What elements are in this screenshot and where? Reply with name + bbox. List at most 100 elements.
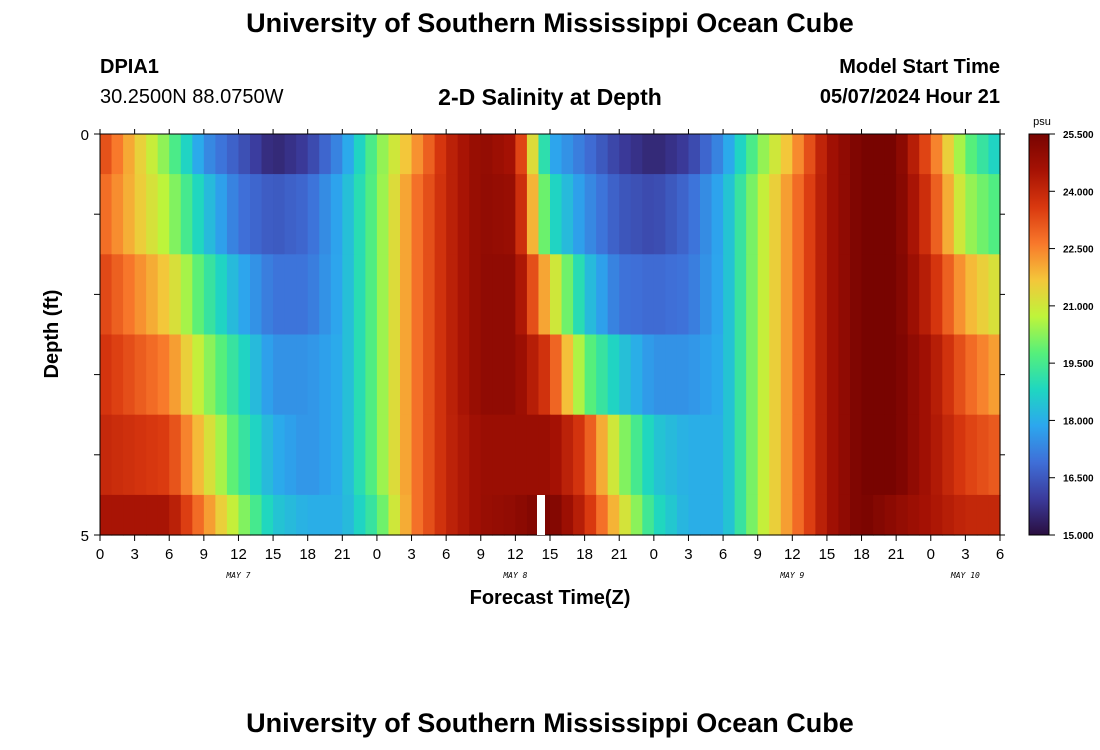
heatmap-cell [526,494,540,536]
heatmap-cell [596,414,609,496]
heatmap-cell [907,174,920,255]
heatmap-cell [884,254,897,336]
x-tick-label: 21 [888,546,905,563]
heatmap-cell [503,334,516,416]
heatmap-cell [965,174,978,255]
heatmap-cell [457,334,470,416]
heatmap-cell [630,414,643,496]
heatmap-cell [342,174,355,255]
heatmap-cell [515,334,528,416]
heatmap-cell [203,254,216,336]
heatmap-cell [526,254,540,336]
heatmap-cell [884,334,897,416]
y-axis-ticks: 05 [81,127,1005,545]
heatmap-cell [226,414,240,496]
heatmap-cell [146,134,159,175]
x-tick-label: 0 [373,546,381,563]
heatmap-cell [261,414,274,496]
heatmap-cell [434,494,447,536]
heatmap-cell [792,494,805,536]
heatmap-cell [688,134,701,175]
heatmap-cell [757,334,770,416]
heatmap-cell [896,174,909,255]
heatmap-cell [838,174,851,255]
y-axis-label: Depth (ft) [41,290,63,379]
heatmap-cell [723,334,736,416]
colorbar-tick-label: 22.500 [1063,245,1094,256]
heatmap-cell [100,334,113,416]
heatmap-cell [584,494,597,536]
heatmap-cell [630,254,643,336]
x-tick-label: 12 [230,546,247,563]
heatmap-cell [123,334,136,416]
heatmap-cell [180,254,193,336]
heatmap-cell [469,174,482,255]
heatmap-cell [469,254,482,336]
heatmap-cell [676,334,690,416]
heatmap-cell [561,174,574,255]
heatmap-cell [803,174,816,255]
heatmap-cell [457,414,470,496]
heatmap-cell [619,334,632,416]
heatmap-cell [711,414,724,496]
heatmap-cell [434,334,447,416]
model-start-value: 05/07/2024 Hour 21 [819,86,1000,108]
heatmap-cell [388,174,401,255]
heatmap-cell [861,334,874,416]
heatmap-cell [157,254,170,336]
heatmap-cell [226,134,240,175]
heatmap-cell [261,174,274,255]
heatmap-cell [746,254,759,336]
heatmap-cell [434,254,447,336]
heatmap-cell [826,174,840,255]
heatmap-cell [400,494,413,536]
heatmap-cell [561,254,574,336]
heatmap-cell [596,174,609,255]
heatmap-cell [515,494,528,536]
heatmap-cell [988,334,1001,416]
heatmap-cell [457,494,470,536]
heatmap-cell [873,334,886,416]
salinity-heatmap-chart: 0 3 6 9 12 15 18 21 0 3 6 9 12 15 18 21 0 3 6 9 12 15 18 21 0 3 6 M… [41,116,1094,609]
heatmap-cell [515,134,528,175]
heatmap-cell [192,414,205,496]
heatmap-cell [192,494,205,536]
x-tick-label: 15 [819,546,836,563]
heatmap-cell [676,174,690,255]
x-tick-label: 0 [927,546,935,563]
heatmap-cell [100,494,113,536]
heatmap-cell [503,494,516,536]
day-label: MAY 9 [779,571,804,580]
y-tick-label: 0 [81,127,89,144]
heatmap-cell [261,134,274,175]
heatmap-cell [111,414,124,496]
heatmap-cell [134,334,147,416]
heatmap-cell [642,134,655,175]
heatmap-cell [538,334,551,416]
heatmap-cell [942,174,955,255]
heatmap-cell [653,134,666,175]
heatmap-cell [930,494,943,536]
heatmap-cell [919,174,932,255]
heatmap-cell [838,254,851,336]
heatmap-cell [134,134,147,175]
heatmap-cell [734,334,747,416]
heatmap-cell [353,414,366,496]
heatmap-cell [296,414,309,496]
heatmap-cell [734,414,747,496]
colorbar-tick-label: 25.500 [1063,130,1094,141]
heatmap-cell [250,414,263,496]
heatmap-cell [469,414,482,496]
heatmap-cell [134,254,147,336]
heatmap-cell [676,414,690,496]
heatmap-cell [100,254,113,336]
heatmap-cell [480,414,493,496]
heatmap-cell [319,254,332,336]
heatmap-cell [780,494,793,536]
heatmap-cell [700,174,713,255]
heatmap-cell [123,494,136,536]
x-tick-label: 6 [442,546,450,563]
heatmap-cell [526,414,540,496]
heatmap-cell [503,134,516,175]
heatmap-cell [550,254,563,336]
